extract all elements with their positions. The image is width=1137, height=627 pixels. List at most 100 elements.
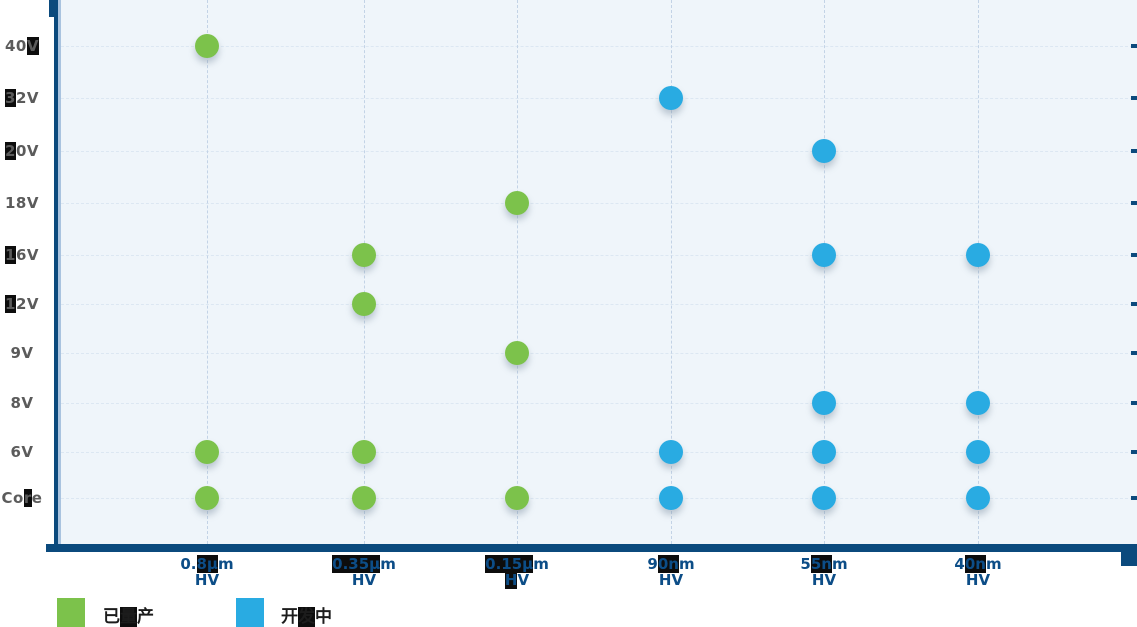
y-axis-label: 9V (0, 344, 44, 362)
x-axis-label: 55nm HV (764, 555, 884, 589)
label-segment: 6V (15, 246, 39, 264)
x-axis-label: 0.35μm HV (304, 555, 424, 588)
x-label-hv: HV (147, 572, 267, 588)
right-axis-tick (1131, 149, 1137, 153)
y-axis-label: 16V (0, 246, 44, 264)
data-point-开发中[interactable] (812, 486, 836, 510)
data-point-开发中[interactable] (966, 486, 990, 510)
label-segment: m (831, 555, 848, 573)
data-point-开发中[interactable] (659, 440, 683, 464)
horizontal-gridline (61, 452, 1133, 453)
label-segment: HV (658, 571, 684, 589)
data-point-已量产[interactable] (195, 486, 219, 510)
data-point-开发中[interactable] (966, 243, 990, 267)
vertical-gridline (517, 0, 518, 544)
label-segment: 40 (5, 37, 27, 55)
data-point-已量产[interactable] (505, 486, 529, 510)
y-axis-top-cap (49, 0, 58, 17)
x-label-hv: HV (457, 571, 577, 589)
label-segment: 6V (10, 443, 34, 461)
data-point-已量产[interactable] (505, 341, 529, 365)
label-segment: m (217, 555, 234, 573)
label-segment-highlighted: 量 (120, 607, 137, 627)
data-point-开发中[interactable] (812, 391, 836, 415)
data-point-已量产[interactable] (195, 34, 219, 58)
label-segment: 5 (800, 555, 811, 573)
label-segment: HV (965, 571, 991, 589)
data-point-开发中[interactable] (812, 243, 836, 267)
data-point-开发中[interactable] (966, 440, 990, 464)
horizontal-gridline (61, 304, 1133, 305)
horizontal-gridline (61, 353, 1133, 354)
right-axis-tick (1131, 496, 1137, 500)
legend-label: 已量产 (103, 602, 154, 627)
data-point-已量产[interactable] (505, 191, 529, 215)
data-point-已量产[interactable] (352, 486, 376, 510)
right-axis-tick (1131, 201, 1137, 205)
horizontal-gridline (61, 403, 1133, 404)
chart-legend: 已量产 开发中 (0, 598, 1137, 627)
x-axis-label: 0.8μm HV (147, 555, 267, 588)
label-segment: 4 (954, 555, 965, 573)
data-point-开发中[interactable] (966, 391, 990, 415)
label-segment-highlighted: r (23, 489, 32, 507)
right-axis-tick (1131, 401, 1137, 405)
vertical-gridline (824, 0, 825, 544)
horizontal-gridline (61, 151, 1133, 152)
right-axis-tick (1131, 44, 1137, 48)
data-point-已量产[interactable] (352, 243, 376, 267)
y-axis-label: 40V (0, 37, 44, 55)
x-label-hv: HV (304, 572, 424, 588)
y-axis-label: 32V (0, 89, 44, 107)
data-point-开发中[interactable] (659, 486, 683, 510)
vertical-gridline (671, 0, 672, 544)
right-axis-tick (1131, 351, 1137, 355)
right-axis-tick (1131, 253, 1137, 257)
horizontal-gridline (61, 255, 1133, 256)
data-point-已量产[interactable] (352, 440, 376, 464)
legend-swatch (57, 598, 85, 627)
label-segment: e (31, 489, 43, 507)
label-segment: HV (194, 571, 220, 589)
vertical-gridline (978, 0, 979, 544)
data-point-已量产[interactable] (195, 440, 219, 464)
y-axis-label: 20V (0, 142, 44, 160)
legend-label: 开发中 (281, 602, 332, 627)
y-axis-label: 18V (0, 194, 44, 212)
x-label-hv: HV (918, 572, 1038, 588)
x-label-node: 90nm (611, 555, 731, 573)
data-point-已量产[interactable] (352, 292, 376, 316)
data-point-开发中[interactable] (812, 139, 836, 163)
legend-item-开发中[interactable]: 开发中 (0, 598, 1137, 627)
label-segment: m (678, 555, 695, 573)
horizontal-gridline (61, 498, 1133, 499)
y-axis-label: 6V (0, 443, 44, 461)
label-segment: 2V (15, 89, 39, 107)
label-segment-highlighted: 0n (964, 555, 986, 573)
x-label-node: 0.35μm (304, 555, 424, 573)
label-segment: m (380, 555, 396, 573)
label-segment: 中 (315, 607, 332, 627)
label-segment: HV (811, 571, 837, 589)
legend-item-已量产[interactable]: 已量产 (0, 598, 1137, 627)
vertical-gridline (364, 0, 365, 544)
y-axis-label: 12V (0, 295, 44, 313)
label-segment: 0V (15, 142, 39, 160)
y-axis-line (54, 0, 58, 552)
horizontal-gridline (61, 46, 1133, 47)
right-axis-tick (1131, 450, 1137, 454)
label-segment-highlighted: 8μ (196, 555, 218, 573)
label-segment-highlighted: V (26, 37, 39, 55)
y-axis-inner-stripe (58, 0, 61, 544)
label-segment: 已 (103, 607, 120, 627)
right-axis-tick (1131, 96, 1137, 100)
label-segment: 8V (10, 394, 34, 412)
y-axis-label: 8V (0, 394, 44, 412)
x-axis-line (46, 544, 1137, 552)
x-label-node: 0.15μm (457, 555, 577, 573)
horizontal-gridline (61, 98, 1133, 99)
data-point-开发中[interactable] (659, 86, 683, 110)
data-point-开发中[interactable] (812, 440, 836, 464)
y-axis-label: Core (0, 489, 44, 507)
